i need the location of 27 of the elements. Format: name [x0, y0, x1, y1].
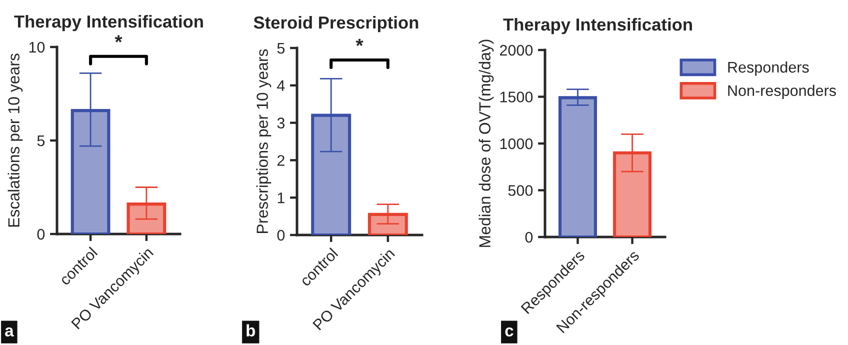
text: b: [246, 324, 256, 337]
y-tick-label: 0: [525, 232, 533, 243]
y-tick-label: 10: [29, 42, 45, 53]
y-tick-label: 4: [277, 80, 285, 91]
y-tick-label: 0: [277, 230, 285, 241]
legend-label: Non-responders: [728, 84, 836, 100]
y-tick-label: 500: [508, 185, 533, 196]
y-tick-label: 2000: [500, 44, 533, 56]
text: c: [505, 327, 514, 337]
text: *: [114, 35, 122, 42]
y-tick-label: 1500: [500, 92, 533, 102]
y-axis-title: Escalations per 10 years: [8, 54, 23, 227]
chart-title: Therapy Intensification: [503, 18, 692, 34]
y-tick-label: 5: [277, 43, 285, 54]
y-tick-label: 1000: [500, 138, 533, 150]
chart-title: Steroid Prescription: [254, 16, 418, 32]
y-axis-title: Prescriptions per 10 years: [256, 49, 272, 233]
y-axis-title: Median dose of OVT(mg/day): [478, 40, 494, 247]
y-tick-label: 1: [278, 192, 284, 204]
y-tick-label: 5: [37, 136, 45, 146]
chart-title: Therapy Intensification: [14, 14, 203, 32]
y-tick-label: 3: [277, 118, 285, 128]
y-tick-label: 2: [277, 155, 284, 166]
legend-label: Responders: [728, 61, 809, 76]
text: a: [5, 327, 14, 337]
y-tick-label: 0: [37, 228, 45, 240]
text: *: [356, 38, 364, 46]
